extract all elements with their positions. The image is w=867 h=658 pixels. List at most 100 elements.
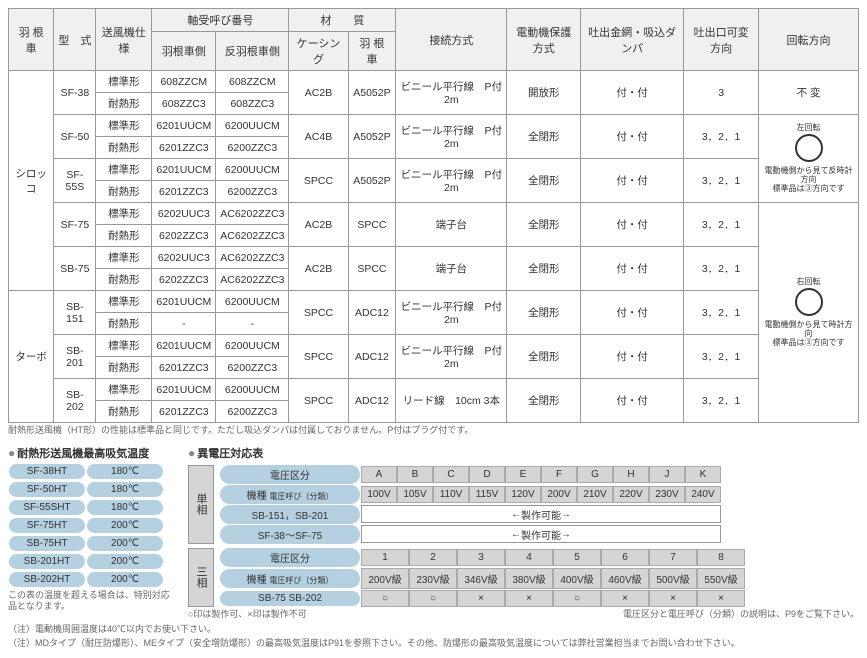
h-material: 材 質 <box>289 9 396 32</box>
volt-col: B <box>397 466 433 483</box>
heat-temp: 180℃ <box>87 482 163 497</box>
h-mat-1: ケーシング <box>289 32 348 71</box>
spec-cell: 標準形 <box>96 247 152 269</box>
three-phase-block: 三相 電圧区分 12345678 機種 電圧呼び（分類） 200V級230V級3… <box>188 548 859 607</box>
heat-model: SB-201HT <box>9 554 85 569</box>
h-impeller: 羽 根 車 <box>9 9 54 71</box>
volt-val: 230V <box>649 486 685 503</box>
h-bearing-2: 反羽根車側 <box>216 32 289 71</box>
spec-cell: 耐熱形 <box>96 401 152 423</box>
heat-temp: 200℃ <box>87 518 163 533</box>
spec-cell: 標準形 <box>96 335 152 357</box>
h-damper: 吐出金網・吸込ダンパ <box>581 9 684 71</box>
volt-col: 3 <box>457 549 505 566</box>
volt-col: 1 <box>361 549 409 566</box>
volt-val: 400V級 <box>553 568 601 589</box>
spec-cell: 耐熱形 <box>96 313 152 335</box>
volt-val: 550V級 <box>697 568 745 589</box>
volt-mark: ○ <box>409 590 457 607</box>
volt-val: 110V <box>433 486 469 503</box>
volt-col: H <box>613 466 649 483</box>
heat-model: SB-75HT <box>9 536 85 551</box>
volt-div-label: 電圧区分 <box>220 465 360 484</box>
three-m1: SB-75 SB-202 <box>220 591 360 606</box>
volt-col: F <box>541 466 577 483</box>
range-2: ← 製作可能 → <box>361 525 721 543</box>
volt-val: 100V <box>361 486 397 503</box>
spec-cell: 耐熱形 <box>96 357 152 379</box>
volt-kw-label: 機種 電圧呼び（分類） <box>220 485 360 504</box>
single-phase-block: 単相 電圧区分 ABCDEFGHJK 機種 電圧呼び（分類） 100V105V1… <box>188 465 859 544</box>
volt-note: 電圧区分と電圧呼び（分類）の説明は、P9をご覧下さい。 <box>623 609 859 621</box>
volt-mark: × <box>505 590 553 607</box>
single-m1: SB-151，SB-201 <box>220 505 360 524</box>
h-model: 型 式 <box>54 9 96 71</box>
group-sirocco: シロッコ <box>9 71 54 291</box>
heat-model: SF-50HT <box>9 482 85 497</box>
h-mat-2: 羽 根 車 <box>348 32 396 71</box>
spec-cell: 標準形 <box>96 159 152 181</box>
volt-col: E <box>505 466 541 483</box>
spec-cell: 標準形 <box>96 379 152 401</box>
volt-div-label-3: 電圧区分 <box>220 548 360 567</box>
volt-col: 8 <box>697 549 745 566</box>
spec-cell: 標準形 <box>96 291 152 313</box>
phase-single: 単相 <box>188 465 214 544</box>
heat-temp: 200℃ <box>87 572 163 587</box>
volt-val: 380V級 <box>505 568 553 589</box>
h-spec: 送風機仕様 <box>96 9 152 71</box>
rotation-diagram: 左回転電動機側から見て反時計方向標準品は③方向です <box>763 124 854 194</box>
heat-model: SF-75HT <box>9 518 85 533</box>
heat-model: SB-202HT <box>9 572 85 587</box>
group-turbo: ターボ <box>9 291 54 423</box>
h-bearing: 軸受呼び番号 <box>152 9 289 32</box>
single-m2: SF-38～SF-75 <box>220 525 360 544</box>
volt-val: 105V <box>397 486 433 503</box>
volt-col: J <box>649 466 685 483</box>
rotation-diagram: 右回転電動機側から見て時計方向標準品は③方向です <box>763 278 854 348</box>
model-cell: SF-55S <box>54 159 96 203</box>
volt-col: 4 <box>505 549 553 566</box>
heat-note: この表の温度を超える場合は、特別対応品となります。 <box>8 590 178 613</box>
heat-temp: 180℃ <box>87 464 163 479</box>
spec-cell: 耐熱形 <box>96 225 152 247</box>
volt-col: G <box>577 466 613 483</box>
h-bearing-1: 羽根車側 <box>152 32 216 71</box>
volt-val: 210V <box>577 486 613 503</box>
volt-col: K <box>685 466 721 483</box>
volt-mark: × <box>649 590 697 607</box>
spec-cell: 耐熱形 <box>96 181 152 203</box>
volt-val: 220V <box>613 486 649 503</box>
volt-col: 5 <box>553 549 601 566</box>
volt-val: 240V <box>685 486 721 503</box>
mark-note: ○印は製作可、×印は製作不可 <box>188 609 307 621</box>
model-cell: SF-50 <box>54 115 96 159</box>
spec-cell: 耐熱形 <box>96 137 152 159</box>
volt-val: 120V <box>505 486 541 503</box>
volt-mark: × <box>601 590 649 607</box>
table-note: 耐熱形送風機（HT形）の性能は標準品と同じです。ただし吸込ダンパは付属しておりま… <box>8 425 859 437</box>
model-cell: SB-201 <box>54 335 96 379</box>
volt-mark: ○ <box>361 590 409 607</box>
heat-temp: 180℃ <box>87 500 163 515</box>
volt-val: 230V級 <box>409 568 457 589</box>
volt-col: D <box>469 466 505 483</box>
heat-temp: 200℃ <box>87 554 163 569</box>
volt-val: 200V級 <box>361 568 409 589</box>
h-rotation: 回転方向 <box>759 9 859 71</box>
volt-mark: × <box>457 590 505 607</box>
footnote-2: （注）MDタイプ（耐圧防爆形）、MEタイプ（安全増防爆形）の最高吸気温度はP91… <box>8 638 859 650</box>
heat-model: SF-55SHT <box>9 500 85 515</box>
volt-kw-label-3: 機種 電圧呼び（分類） <box>220 569 360 588</box>
volt-val: 460V級 <box>601 568 649 589</box>
heat-temp: 200℃ <box>87 536 163 551</box>
phase-three: 三相 <box>188 548 214 607</box>
spec-cell: 標準形 <box>96 115 152 137</box>
volt-col: A <box>361 466 397 483</box>
volt-title: 異電圧対応表 <box>197 448 263 460</box>
model-cell: SF-38 <box>54 71 96 115</box>
volt-val: 346V級 <box>457 568 505 589</box>
heat-table: SF-38HT180℃SF-50HT180℃SF-55SHT180℃SF-75H… <box>8 463 178 588</box>
heat-model: SF-38HT <box>9 464 85 479</box>
h-connect: 接続方式 <box>396 9 507 71</box>
